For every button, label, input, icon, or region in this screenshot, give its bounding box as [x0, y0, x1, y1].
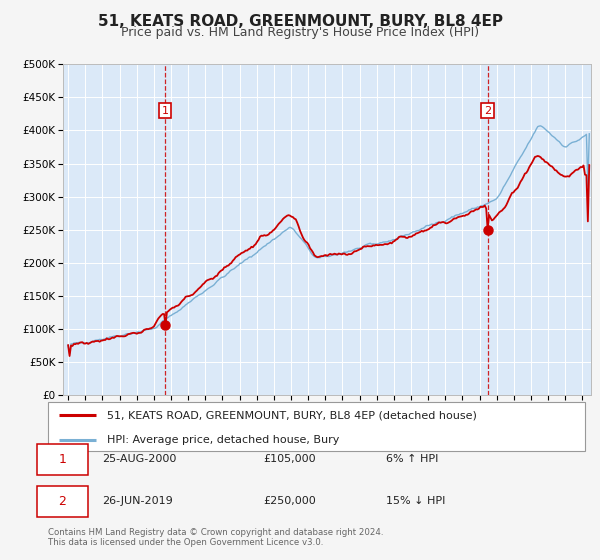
Text: Price paid vs. HM Land Registry's House Price Index (HPI): Price paid vs. HM Land Registry's House …	[121, 26, 479, 39]
Text: 15% ↓ HPI: 15% ↓ HPI	[386, 496, 446, 506]
FancyBboxPatch shape	[37, 444, 88, 475]
Text: 1: 1	[161, 106, 169, 116]
Text: 51, KEATS ROAD, GREENMOUNT, BURY, BL8 4EP (detached house): 51, KEATS ROAD, GREENMOUNT, BURY, BL8 4E…	[107, 410, 477, 421]
Text: 25-AUG-2000: 25-AUG-2000	[102, 454, 176, 464]
Text: Contains HM Land Registry data © Crown copyright and database right 2024.
This d: Contains HM Land Registry data © Crown c…	[48, 528, 383, 547]
Text: 51, KEATS ROAD, GREENMOUNT, BURY, BL8 4EP: 51, KEATS ROAD, GREENMOUNT, BURY, BL8 4E…	[97, 14, 503, 29]
Text: 6% ↑ HPI: 6% ↑ HPI	[386, 454, 439, 464]
Text: £105,000: £105,000	[263, 454, 316, 464]
Text: 2: 2	[484, 106, 491, 116]
Text: 2: 2	[59, 494, 67, 508]
Text: HPI: Average price, detached house, Bury: HPI: Average price, detached house, Bury	[107, 435, 340, 445]
Text: £250,000: £250,000	[263, 496, 316, 506]
Text: 26-JUN-2019: 26-JUN-2019	[102, 496, 172, 506]
FancyBboxPatch shape	[48, 402, 585, 451]
Text: 1: 1	[59, 452, 67, 466]
FancyBboxPatch shape	[37, 486, 88, 517]
